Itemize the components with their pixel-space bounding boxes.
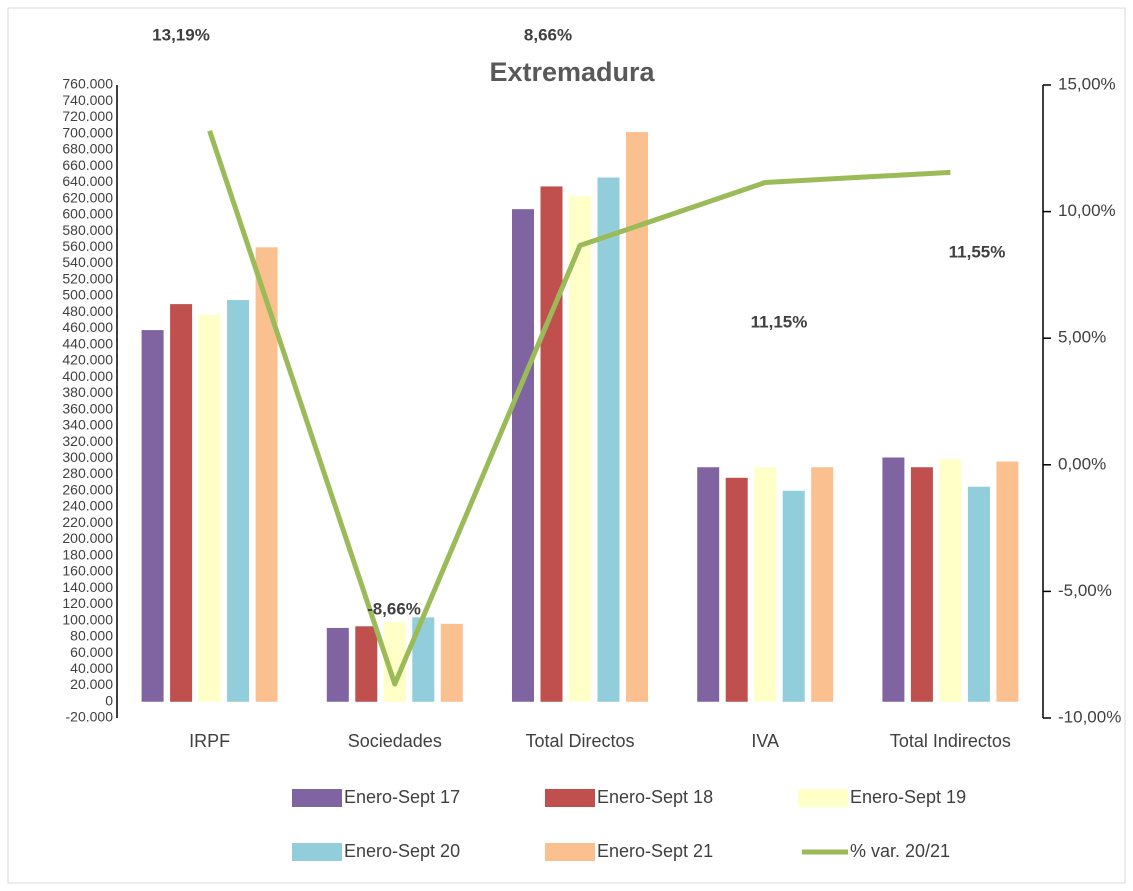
bar [697,467,720,702]
y-tick-label: -20.000 [66,709,114,725]
y-tick-label: 260.000 [62,481,113,497]
legend-label: Enero-Sept 18 [597,787,713,807]
y-tick-label: 380.000 [62,384,113,400]
data-label: -8,66% [367,599,421,618]
y-tick-label: 220.000 [62,514,113,530]
bar [939,459,962,702]
y2-tick-label: -5,00% [1058,581,1112,600]
bar [626,132,648,702]
bar [255,247,278,702]
bar [910,467,933,702]
bar [597,177,620,702]
y-tick-label: 40.000 [70,660,113,676]
legend-swatch [292,789,342,807]
y-tick-label: 80.000 [70,628,113,644]
y-tick-label: 240.000 [62,498,113,514]
y2-tick-label: 0,00% [1058,454,1106,473]
y-tick-label: 360.000 [62,400,113,416]
bar [967,486,990,702]
data-label: 11,15% [751,312,808,331]
bar [412,617,435,702]
bar [141,330,164,702]
bar [996,461,1019,702]
legend-swatch [798,789,848,807]
y-tick-label: 300.000 [62,449,113,465]
y-tick-label: 320.000 [62,433,113,449]
bar [512,209,534,702]
y2-tick-label: 10,00% [1058,201,1116,220]
y-tick-label: 640.000 [62,173,113,189]
y-tick-label: 0 [105,692,113,708]
bar [569,196,591,702]
y-tick-label: 160.000 [62,563,113,579]
bar [540,186,563,702]
y-tick-label: 500.000 [62,287,113,303]
bar [326,627,349,702]
y-tick-label: 460.000 [62,319,113,335]
y-tick-label: 720.000 [62,108,113,124]
y-tick-label: 340.000 [62,417,113,433]
data-label: 13,19% [152,25,210,44]
legend-swatch [545,789,595,807]
y2-tick-label: 5,00% [1058,328,1106,347]
chart-title: Extremadura [489,57,655,87]
y-tick-label: 100.000 [62,611,113,627]
y-tick-label: 120.000 [62,595,113,611]
bar [754,467,777,702]
y-tick-label: 560.000 [62,238,113,254]
x-tick-label: Total Directos [525,731,634,751]
bar [440,623,463,702]
y-tick-label: 280.000 [62,465,113,481]
bar [170,304,193,702]
bar [198,314,221,702]
legend-label: Enero-Sept 17 [344,787,460,807]
y-tick-label: 480.000 [62,303,113,319]
y-tick-label: 680.000 [62,141,113,157]
y-tick-label: 440.000 [62,335,113,351]
chart-border [7,7,1126,884]
line [207,130,951,687]
x-tick-label: Sociedades [348,731,442,751]
bar [227,300,250,702]
y-tick-label: 540.000 [62,254,113,270]
y-tick-label: 580.000 [62,222,113,238]
bar [725,477,748,702]
y-tick-label: 200.000 [62,530,113,546]
y-tick-label: 700.000 [62,124,113,140]
y-tick-label: 660.000 [62,157,113,173]
data-label: 8,66% [524,25,572,44]
y2-tick-label: -10,00% [1058,707,1121,726]
y-tick-label: 600.000 [62,206,113,222]
bar [355,626,378,702]
y-tick-label: 180.000 [62,546,113,562]
legend-label: Enero-Sept 20 [344,841,460,861]
x-tick-label: Total Indirectos [890,731,1011,751]
y-tick-label: 620.000 [62,189,113,205]
legend-label: % var. 20/21 [850,841,950,861]
y-tick-label: 60.000 [70,644,113,660]
bar [383,622,406,702]
y-tick-label: 420.000 [62,352,113,368]
y-tick-label: 20.000 [70,676,113,692]
bar [782,490,805,702]
y-tick-label: 520.000 [62,270,113,286]
y2-tick-label: 15,00% [1058,74,1116,93]
bar [882,457,905,702]
legend-label: Enero-Sept 21 [597,841,713,861]
x-tick-label: IVA [751,731,779,751]
y-tick-label: 740.000 [62,92,113,108]
y-tick-label: 140.000 [62,579,113,595]
y-tick-label: 760.000 [62,76,113,92]
legend-swatch [292,843,342,861]
x-tick-label: IRPF [189,731,230,751]
bar [811,467,834,702]
legend-swatch [545,843,595,861]
y-tick-label: 400.000 [62,368,113,384]
data-label: 11,55% [949,242,1006,261]
legend-label: Enero-Sept 19 [850,787,966,807]
